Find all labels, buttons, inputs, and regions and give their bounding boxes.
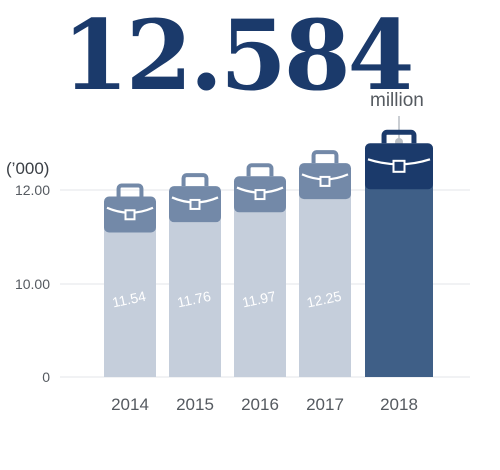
briefcase-icon bbox=[299, 150, 351, 200]
briefcase-icons bbox=[104, 129, 433, 233]
briefcase-icon bbox=[104, 183, 156, 233]
briefcase-handle bbox=[381, 129, 417, 144]
data-label: 11.54 bbox=[111, 288, 148, 311]
briefcase-clasp bbox=[254, 189, 266, 201]
bar bbox=[234, 191, 286, 377]
bar bbox=[365, 162, 433, 377]
headline-unit: million bbox=[370, 90, 424, 111]
x-tick-label: 2017 bbox=[306, 395, 344, 414]
briefcase-icon bbox=[234, 163, 286, 213]
data-label: 11.76 bbox=[176, 288, 213, 311]
x-tick-label: 2015 bbox=[176, 395, 214, 414]
y-axis-label: (’000) bbox=[6, 159, 49, 178]
x-tick-label: 2018 bbox=[380, 395, 418, 414]
briefcase-handle bbox=[311, 150, 339, 164]
headline-value: 12.584 bbox=[62, 0, 414, 112]
bar bbox=[169, 201, 221, 377]
briefcase-icon bbox=[169, 173, 221, 223]
briefcase-handle bbox=[116, 183, 144, 197]
briefcase-clasp bbox=[189, 198, 201, 210]
briefcase-clasp bbox=[319, 175, 331, 187]
y-tick-label: 0 bbox=[42, 369, 50, 385]
briefcase-clasp bbox=[124, 209, 136, 221]
bars bbox=[104, 162, 433, 377]
data-label: 12.25 bbox=[305, 288, 343, 311]
briefcase-handle bbox=[246, 163, 274, 177]
x-tick-label: 2014 bbox=[111, 395, 149, 414]
bar bbox=[104, 211, 156, 377]
briefcase-handle bbox=[181, 173, 209, 187]
bar bbox=[299, 178, 351, 377]
briefcase-clasp bbox=[392, 159, 406, 173]
x-tick-label: 2016 bbox=[241, 395, 279, 414]
y-tick-label: 12.00 bbox=[15, 182, 50, 198]
data-label: 11.97 bbox=[241, 288, 278, 311]
briefcase-icon bbox=[365, 129, 433, 190]
y-tick-label: 10.00 bbox=[15, 276, 50, 292]
labels: 0 10.00 12.00 (’000) 11.54 2014 11.76 2015 11.97… bbox=[6, 159, 418, 414]
